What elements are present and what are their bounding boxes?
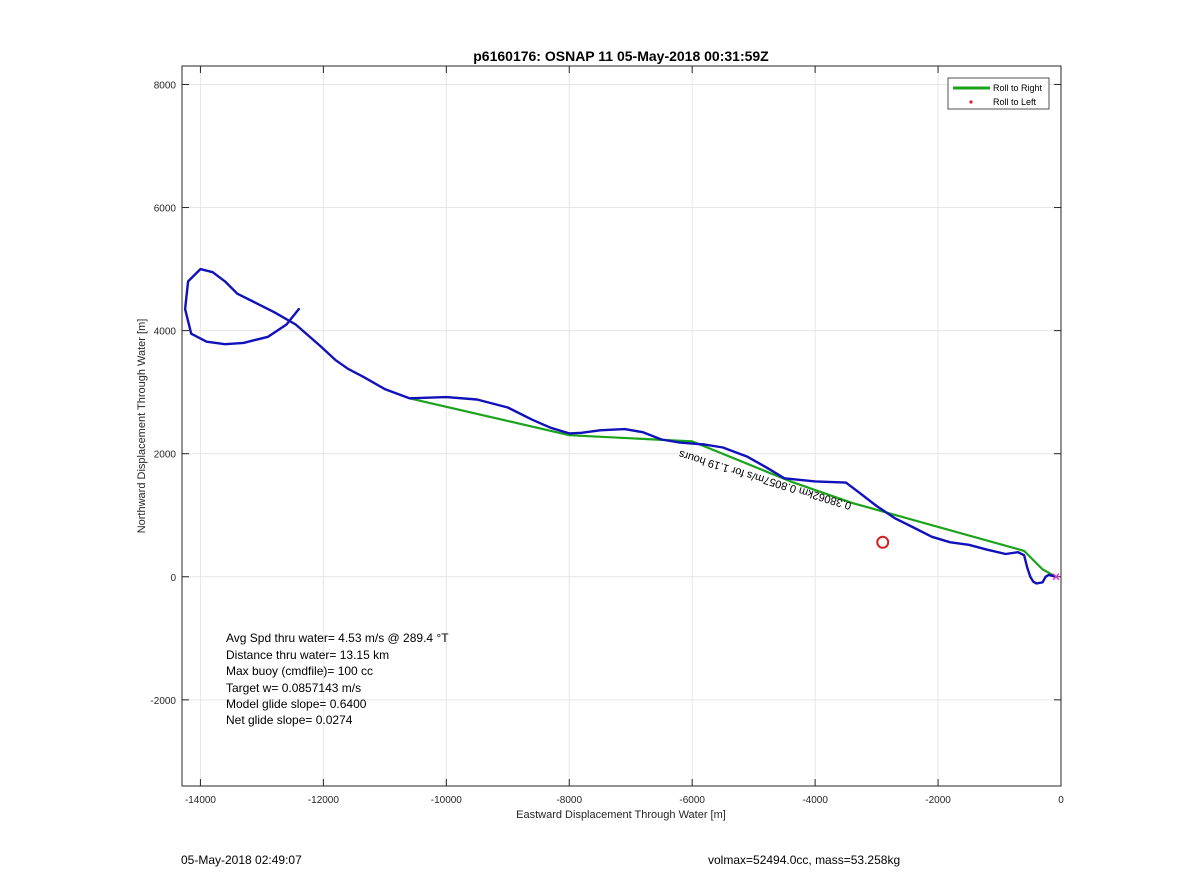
plot-frame <box>181 65 1062 787</box>
y-tick-label: 6000 <box>154 204 177 215</box>
x-tick-label: 0 <box>1058 795 1064 806</box>
glider-track-line <box>183 267 1055 585</box>
inset-stats: Avg Spd thru water= 4.53 m/s @ 289.4 °T … <box>226 631 449 727</box>
footer-volmax-mass: volmax=52494.0cc, mass=53.258kg <box>708 853 901 867</box>
x-tick-label: -2000 <box>925 795 951 806</box>
y-axis-label: Northward Displacement Through Water [m] <box>136 319 148 534</box>
footer-timestamp: 05-May-2018 02:49:07 <box>181 853 302 867</box>
y-tick-label: 0 <box>170 573 176 584</box>
x-tick-label: -14000 <box>185 795 217 806</box>
x-tick-label: -4000 <box>802 795 828 806</box>
plot-series <box>183 267 1057 585</box>
inset-line: Distance thru water= 13.15 km <box>226 648 389 662</box>
x-axis-label: Eastward Displacement Through Water [m] <box>516 809 726 821</box>
inset-line: Max buoy (cmdfile)= 100 cc <box>226 664 373 678</box>
red-circle-marker <box>876 535 890 549</box>
roll-right-line <box>408 397 1057 578</box>
legend-label-roll-right: Roll to Right <box>993 83 1043 93</box>
annotations: 0.38062km 0.8057m/s for 1.19 hours <box>677 447 1060 581</box>
y-tick-label: 8000 <box>154 80 177 91</box>
y-tick-label: 4000 <box>154 327 177 338</box>
inset-line: Avg Spd thru water= 4.53 m/s @ 289.4 °T <box>226 631 449 645</box>
y-tick-label: 2000 <box>154 450 177 461</box>
legend-label-roll-left: Roll to Left <box>993 97 1037 107</box>
inset-line: Net glide slope= 0.0274 <box>226 713 353 727</box>
legend: Roll to Right Roll to Left <box>947 77 1050 110</box>
legend-swatch-roll-left <box>969 100 973 104</box>
chart-title: p6160176: OSNAP 11 05-May-2018 00:31:59Z <box>473 48 769 64</box>
inset-line: Target w= 0.0857143 m/s <box>226 681 361 695</box>
inset-line: Model glide slope= 0.6400 <box>226 697 367 711</box>
end-x-marker <box>1052 573 1060 581</box>
end-x-stroke <box>1052 573 1060 581</box>
x-tick-label: -8000 <box>556 795 582 806</box>
x-tick-label: -12000 <box>308 795 340 806</box>
x-tick-label: -10000 <box>431 795 463 806</box>
axis-ticks: -14000 -12000 -10000 -8000 -6000 -4000 -2000 0 -… <box>150 66 1064 806</box>
x-tick-label: -6000 <box>679 795 705 806</box>
grid <box>182 66 1062 786</box>
y-tick-label: -2000 <box>150 696 176 707</box>
rotated-distance-annotation: 0.38062km 0.8057m/s for 1.19 hours <box>677 447 853 511</box>
legend-box <box>947 77 1050 110</box>
